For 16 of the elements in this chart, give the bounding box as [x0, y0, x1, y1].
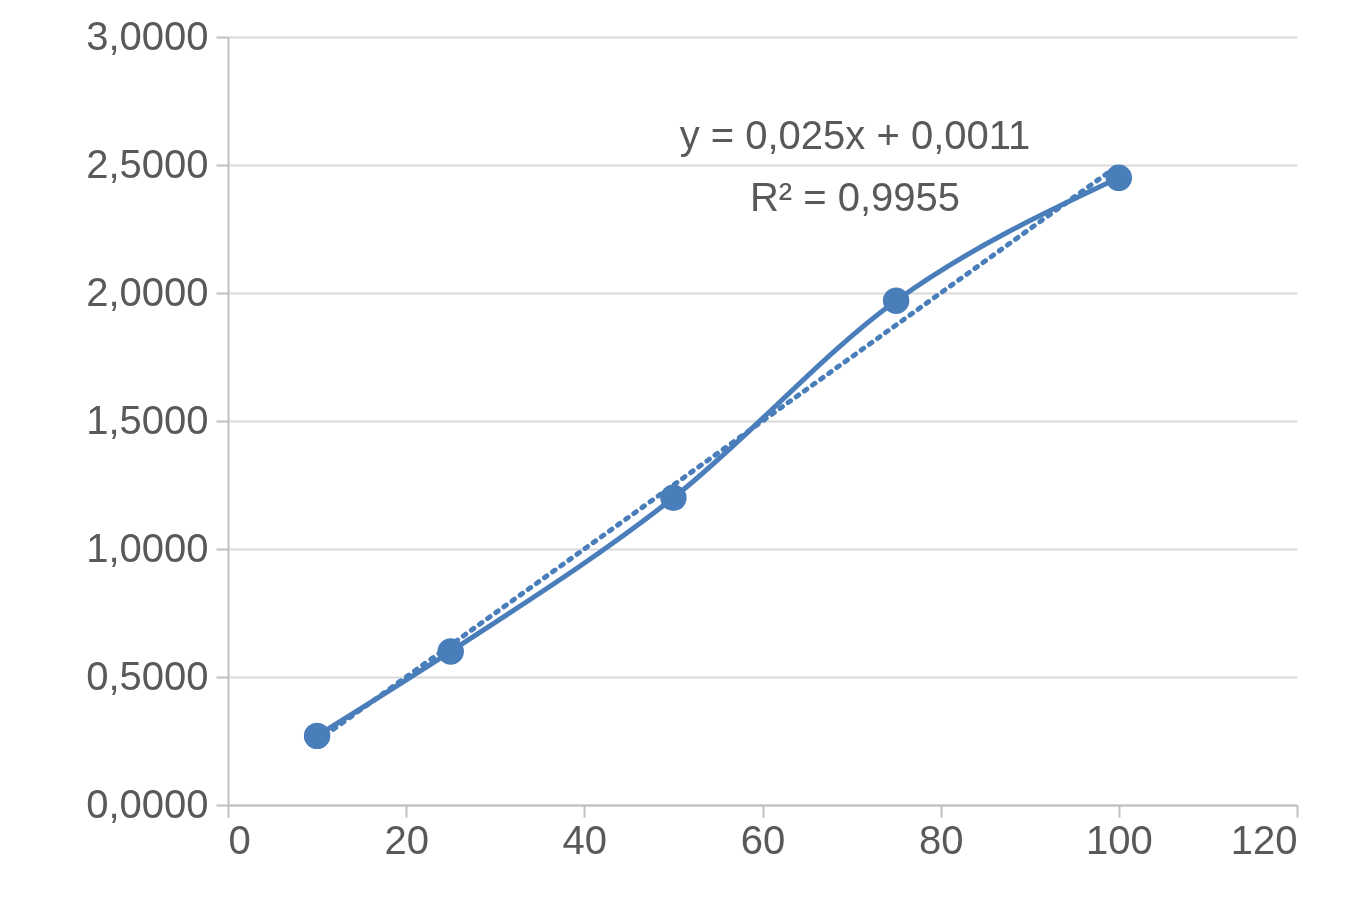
y-tick-label: 3,0000 [86, 13, 209, 58]
x-tick-label: 120 [1230, 817, 1298, 862]
y-tick-label: 2,0000 [86, 269, 209, 314]
y-tick-label: 1,5000 [86, 397, 209, 442]
x-tick-label: 100 [1085, 817, 1153, 862]
x-tick-label: 80 [918, 817, 964, 862]
x-tick-label: 60 [740, 817, 786, 862]
y-tick-label: 0,0000 [86, 781, 209, 826]
x-tick-label: 20 [384, 817, 429, 862]
annotation: y = 0,025x + 0,0011 [679, 113, 1031, 157]
y-tick-label: 1,0000 [86, 525, 209, 570]
x-tick-label: 40 [562, 817, 608, 862]
annotation: R² = 0,9955 [749, 175, 961, 219]
y-tick-label: 2,5000 [86, 141, 209, 186]
x-tick-label: 0 [228, 817, 251, 862]
y-tick-label: 0,5000 [86, 653, 209, 698]
